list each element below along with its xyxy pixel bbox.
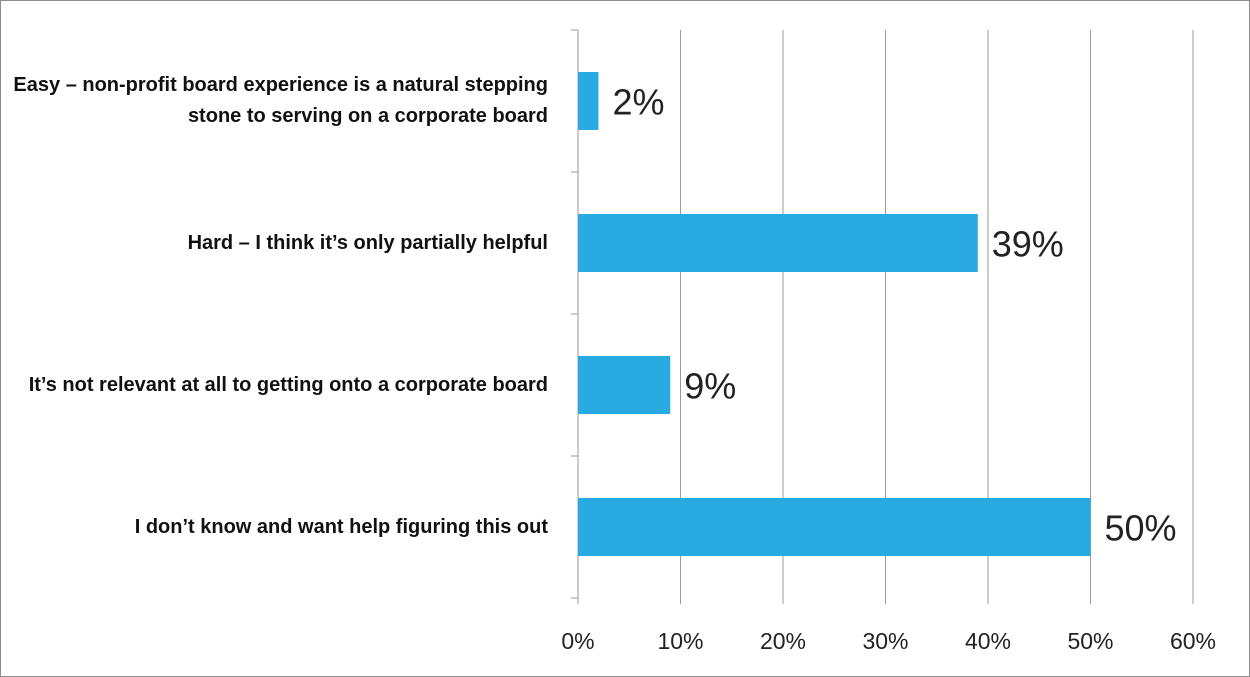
category-label: It’s not relevant at all to getting onto… bbox=[28, 373, 548, 396]
bar bbox=[578, 214, 978, 272]
x-tick-label: 40% bbox=[965, 628, 1011, 654]
data-label: 9% bbox=[684, 366, 736, 407]
bar bbox=[578, 356, 671, 414]
data-label: 2% bbox=[613, 82, 665, 123]
data-label: 50% bbox=[1105, 508, 1177, 549]
category-label: I don’t know and want help figuring this… bbox=[134, 515, 548, 538]
x-tick-label: 30% bbox=[862, 628, 908, 654]
category-label-box: It’s not relevant at all to getting onto… bbox=[28, 373, 548, 396]
bar bbox=[578, 72, 599, 130]
x-tick-label: 0% bbox=[561, 628, 594, 654]
data-label: 39% bbox=[992, 224, 1064, 265]
category-label-box: I don’t know and want help figuring this… bbox=[134, 515, 548, 538]
bar bbox=[578, 498, 1091, 556]
x-tick-label: 10% bbox=[657, 628, 703, 654]
category-label-box: Hard – I think it’s only partially helpf… bbox=[187, 231, 548, 254]
category-label: Hard – I think it’s only partially helpf… bbox=[187, 231, 548, 254]
category-label: Easy – non-profit board experience is a … bbox=[13, 74, 548, 127]
x-tick-label: 60% bbox=[1170, 628, 1216, 654]
category-label-box: Easy – non-profit board experience is a … bbox=[13, 74, 548, 127]
x-tick-label: 50% bbox=[1067, 628, 1113, 654]
x-tick-label: 20% bbox=[760, 628, 806, 654]
